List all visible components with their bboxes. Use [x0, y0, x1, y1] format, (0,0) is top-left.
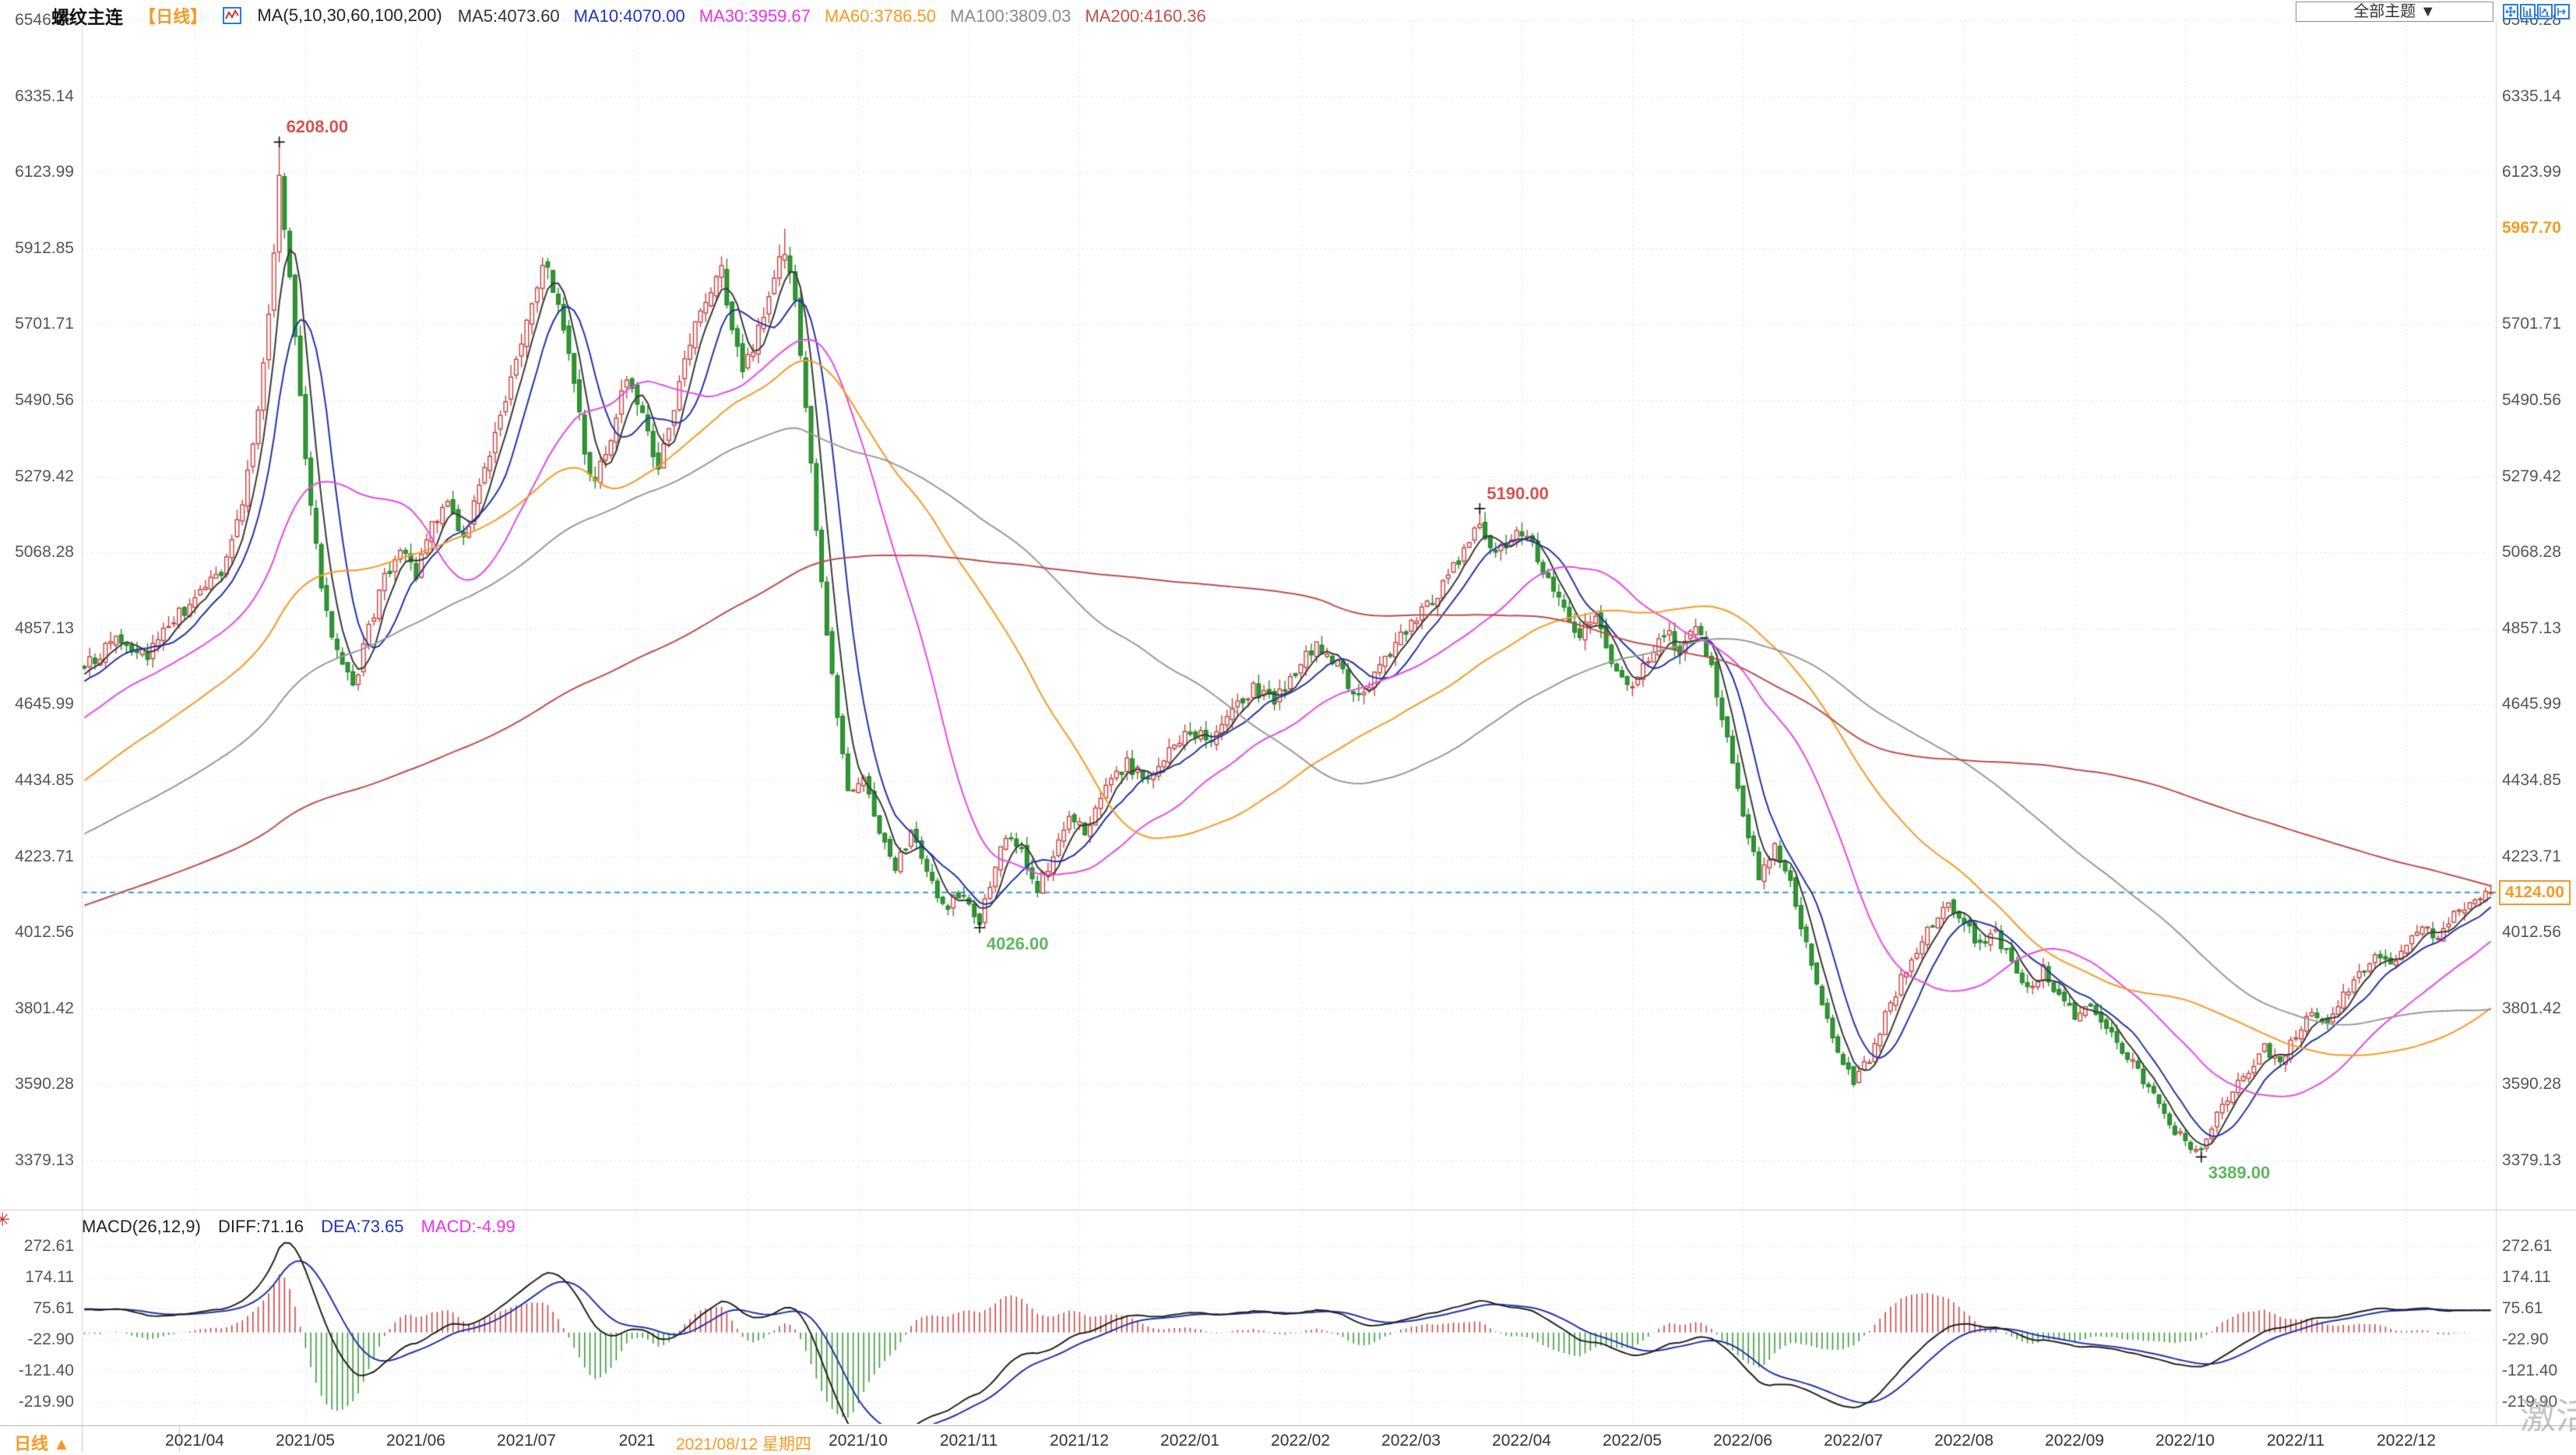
chart-legend: 螺纹主连 【日线】 MA(5,10,30,60,100,200) MA5:407…: [51, 2, 1231, 29]
period-selector[interactable]: 日线 ▲: [14, 1434, 70, 1453]
ma-values: MA5:4073.60 MA10:4070.00 MA30:3959.67 MA60:…: [457, 5, 1220, 26]
crosshair-date-label: 2021/08/12 星期四: [676, 1436, 811, 1453]
toolbar: 全部主题 ▼: [2296, 2, 2570, 22]
ma-value-label: MA60:3786.50: [824, 5, 936, 26]
strip-divider: [179, 1426, 180, 1452]
plot-right-border: [2496, 20, 2497, 1425]
last-price-tag: 4124.00: [2499, 880, 2571, 905]
ma-settings-label: MA(5,10,30,60,100,200): [257, 5, 442, 25]
theme-dropdown[interactable]: 全部主题 ▼: [2296, 2, 2493, 22]
ma-value-label: MA100:3809.03: [950, 5, 1072, 26]
axis-left-icon[interactable]: [2520, 4, 2536, 19]
macd-legend: MACD(26,12,9) DIFF:71.16 DEA:73.65 MACD:…: [82, 1217, 528, 1237]
instrument-name: 螺纹主连: [51, 7, 123, 27]
panel-settings-icon[interactable]: ✳: [0, 1210, 11, 1231]
ma-value-label: MA30:3959.67: [699, 5, 811, 26]
expand-panel-icon[interactable]: [2554, 4, 2570, 19]
macd-macd-label: MACD:-4.99: [421, 1217, 516, 1236]
macd-params-label: MACD(26,12,9): [82, 1217, 201, 1236]
plot-left-border: [82, 20, 83, 1425]
macd-dea-label: DEA:73.65: [321, 1217, 404, 1236]
activate-watermark: 激活: [2520, 1396, 2576, 1436]
strip-divider: [82, 1426, 83, 1452]
ma-value-label: MA200:4160.36: [1085, 5, 1206, 26]
ma-value-label: MA5:4073.60: [457, 5, 560, 26]
axis-right-icon[interactable]: [2537, 4, 2553, 19]
ma-value-label: MA10:4070.00: [573, 5, 685, 26]
period-tag: 【日线】: [139, 7, 208, 26]
pan-tool-icon[interactable]: [2503, 4, 2518, 19]
ma-indicator-icon: [223, 7, 242, 24]
macd-diff-label: DIFF:71.16: [217, 1217, 304, 1236]
time-axis-strip[interactable]: [0, 1425, 2576, 1453]
